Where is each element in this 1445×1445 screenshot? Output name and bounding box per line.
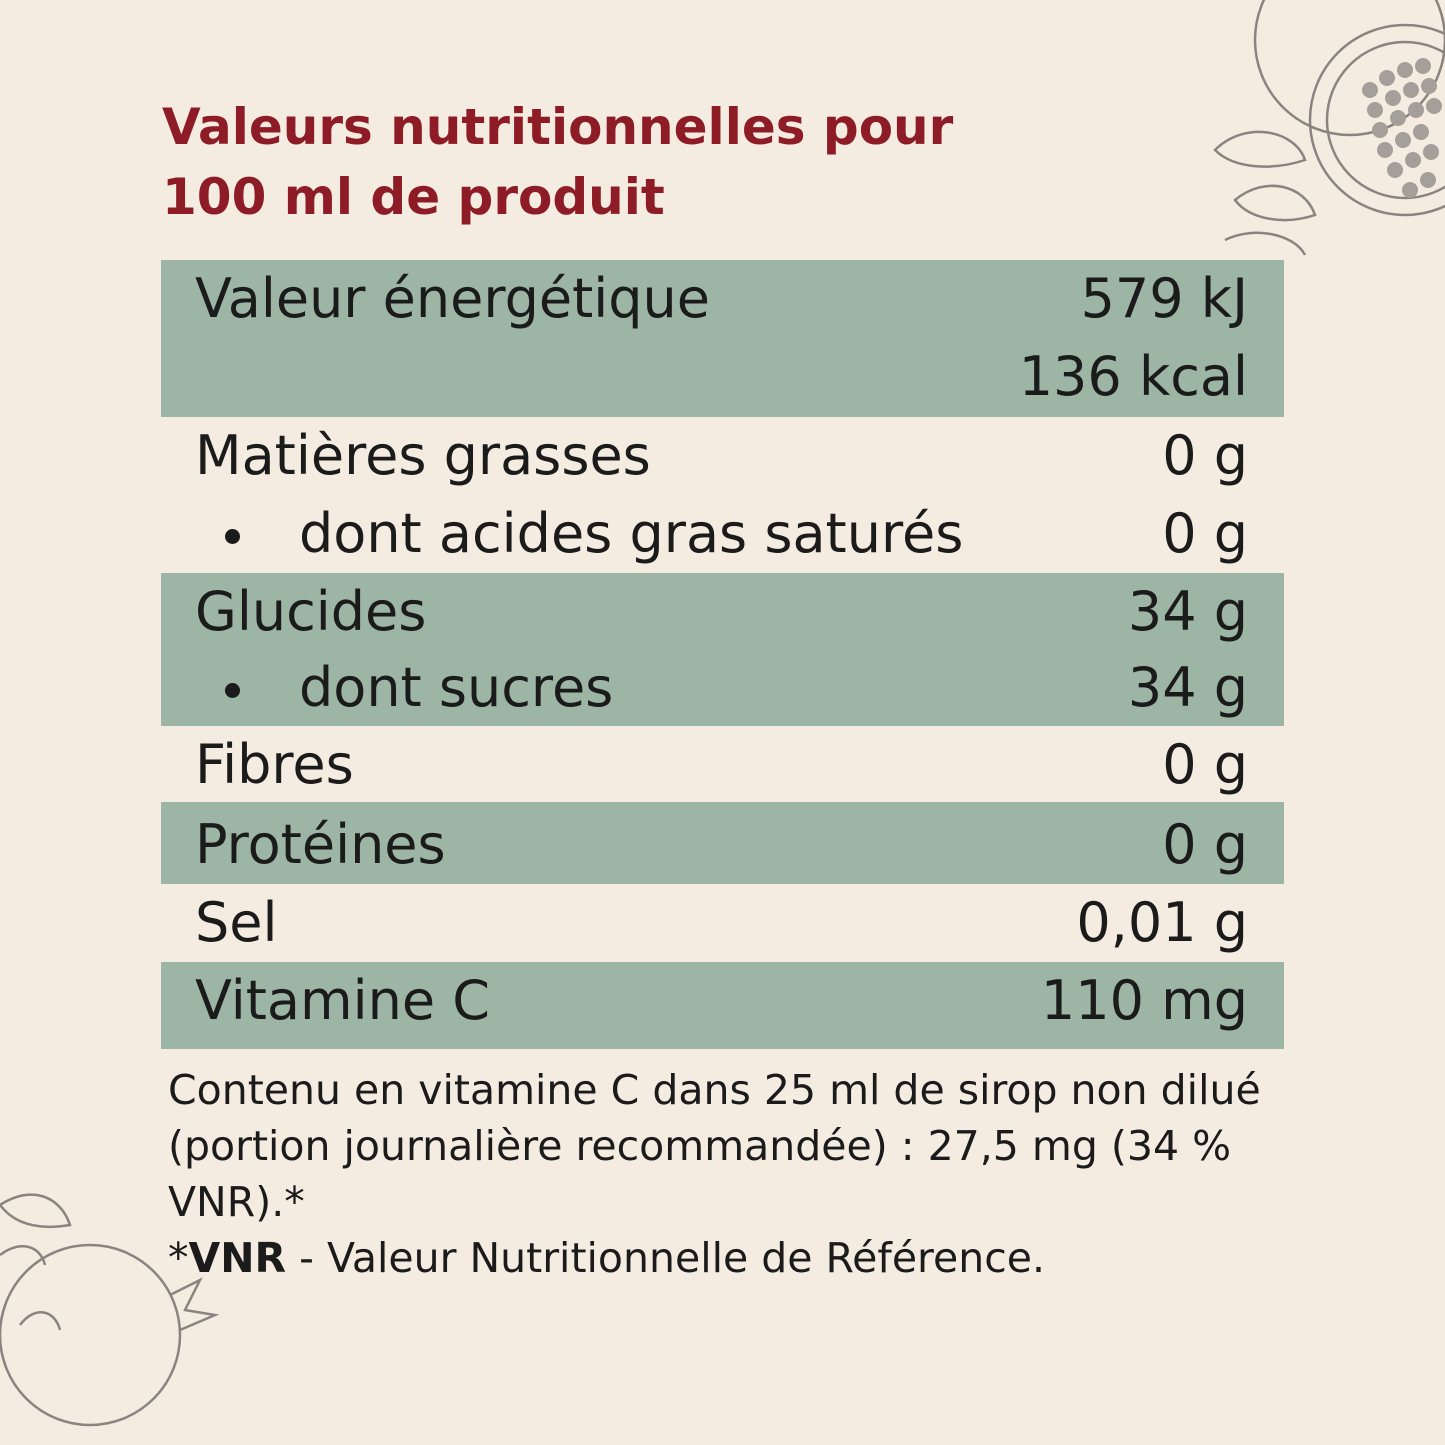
sugars-label: dont sucres — [299, 656, 614, 719]
table-row-vitamin-c: Vitamine C 110 mg — [161, 962, 1284, 1049]
nutrition-table: Valeur énergétique 579 kJ 136 kcal Matiè… — [161, 260, 1284, 1049]
pomegranate-illustration-icon — [1213, 0, 1445, 256]
row-value: 0 g — [1162, 813, 1248, 876]
vitamin-c-note: Contenu en vitamine C dans 25 ml de siro… — [168, 1062, 1298, 1286]
table-row-salt: Sel 0,01 g — [161, 884, 1284, 962]
row-value-kcal: 136 kcal — [1018, 345, 1248, 408]
row-label: Vitamine C — [195, 969, 490, 1032]
bullet-icon — [225, 529, 240, 544]
table-row-carbs: Glucides 34 g dont sucres 34 g — [161, 573, 1284, 726]
table-row-protein: Protéines 0 g — [161, 802, 1284, 884]
page-title: Valeurs nutritionnelles pour 100 ml de p… — [162, 92, 1162, 232]
row-value: 0,01 g — [1076, 891, 1248, 954]
row-value: 34 g — [1127, 580, 1248, 643]
row-value: 0 g — [1162, 502, 1248, 565]
row-label: Fibres — [195, 733, 354, 796]
title-line-2: 100 ml de produit — [162, 168, 665, 226]
row-value: 110 mg — [1040, 969, 1248, 1032]
sugars-value: 34 g — [1127, 656, 1248, 719]
bullet-icon — [225, 683, 240, 698]
row-label: Valeur énergétique — [195, 267, 710, 330]
footnote-abbr: VNR — [188, 1234, 287, 1282]
row-label: dont acides gras saturés — [299, 502, 964, 565]
row-label: Matières grasses — [195, 424, 651, 487]
table-row-saturated: dont acides gras saturés 0 g — [161, 495, 1284, 573]
row-label: Protéines — [195, 813, 446, 876]
row-value: 0 g — [1162, 733, 1248, 796]
note-text: Contenu en vitamine C dans 25 ml de siro… — [168, 1066, 1261, 1226]
footnote-prefix: * — [168, 1234, 189, 1282]
title-line-1: Valeurs nutritionnelles pour — [162, 98, 954, 156]
row-label: Sel — [195, 891, 278, 954]
table-row-fat: Matières grasses 0 g — [161, 417, 1284, 495]
row-value: 0 g — [1162, 424, 1248, 487]
pomegranate-illustration-icon — [0, 1193, 220, 1427]
row-label: Glucides — [195, 580, 427, 643]
footnote: *VNR - Valeur Nutritionnelle de Référenc… — [168, 1230, 1298, 1286]
table-row-energy: Valeur énergétique 579 kJ 136 kcal — [161, 260, 1284, 417]
footnote-definition: - Valeur Nutritionnelle de Référence. — [286, 1234, 1046, 1282]
table-row-fiber: Fibres 0 g — [161, 726, 1284, 802]
row-value-kj: 579 kJ — [1080, 267, 1248, 330]
